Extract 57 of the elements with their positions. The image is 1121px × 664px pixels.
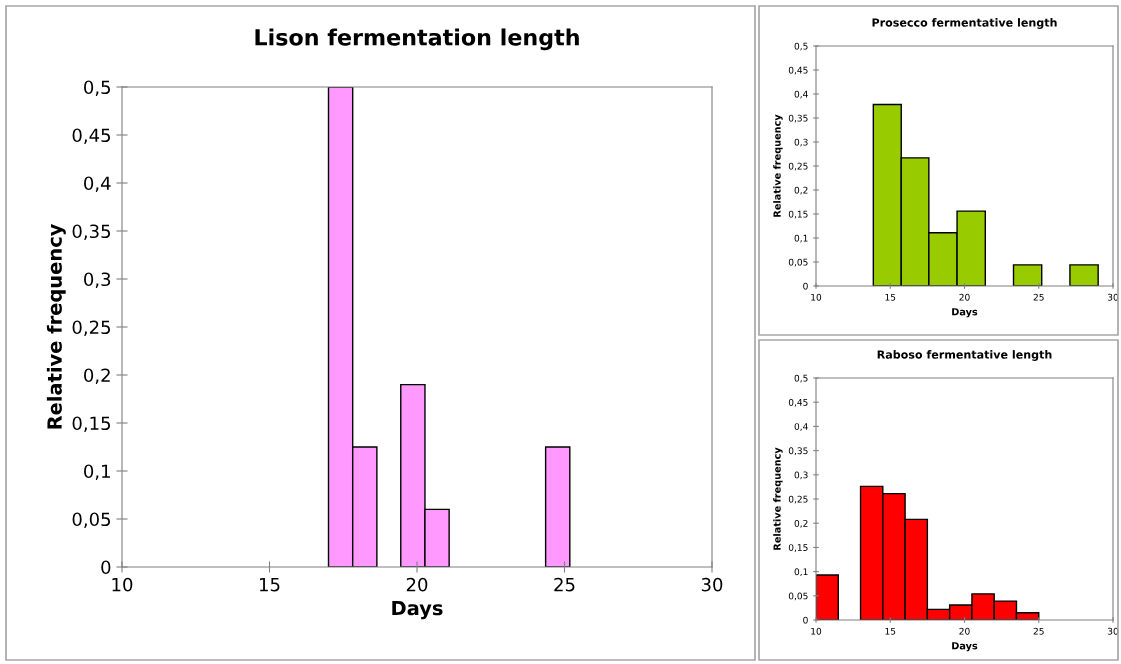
chart-title: Lison fermentation length bbox=[255, 28, 579, 51]
y-tick-label: 0,2 bbox=[84, 368, 110, 384]
y-tick-label: 0,25 bbox=[788, 162, 808, 171]
x-tick-label: 20 bbox=[406, 577, 428, 592]
x-tick-label: 20 bbox=[959, 627, 970, 635]
x-tick-label: 25 bbox=[554, 577, 575, 592]
x-tick-label: 30 bbox=[1107, 293, 1119, 301]
y-tick-label: 0,25 bbox=[72, 320, 111, 336]
y-tick-label: 0,1 bbox=[794, 568, 808, 577]
y-tick-label: 0,5 bbox=[84, 80, 111, 96]
x-tick-label: 25 bbox=[1033, 293, 1044, 301]
y-axis-title: Relative frequency bbox=[46, 223, 66, 429]
y-axis-title: Relative frequency bbox=[773, 447, 783, 550]
y-tick-label: 0,2 bbox=[794, 186, 808, 195]
y-tick-label: 0,35 bbox=[788, 447, 808, 456]
chart-title: Prosecco fermentative length bbox=[872, 18, 1057, 29]
x-tick-label: 10 bbox=[811, 627, 822, 635]
y-tick-label: 0,05 bbox=[788, 258, 808, 267]
y-tick-label: 0,3 bbox=[84, 272, 111, 288]
y-tick-label: 0,15 bbox=[788, 544, 808, 552]
y-tick-label: 0,4 bbox=[794, 90, 808, 99]
y-tick-label: 0,35 bbox=[788, 114, 808, 123]
x-tick-label: 30 bbox=[701, 577, 723, 592]
y-tick-label: 0 bbox=[803, 282, 808, 290]
x-tick-label: 30 bbox=[1107, 627, 1119, 635]
x-tick-label: 15 bbox=[885, 293, 896, 301]
y-axis-title: Relative frequency bbox=[773, 114, 783, 217]
x-tick-label: 10 bbox=[112, 577, 133, 592]
x-tick-label: 25 bbox=[1033, 627, 1044, 635]
y-tick-label: 0,15 bbox=[72, 416, 111, 432]
y-tick-label: 0,45 bbox=[788, 66, 808, 75]
y-tick-label: 0,2 bbox=[794, 519, 808, 528]
y-tick-label: 0,35 bbox=[72, 224, 111, 240]
x-axis-title: Days bbox=[952, 308, 978, 318]
y-tick-label: 0 bbox=[101, 560, 111, 575]
y-tick-label: 0,1 bbox=[794, 234, 808, 243]
y-tick-label: 0,5 bbox=[794, 42, 808, 51]
y-tick-label: 0,4 bbox=[84, 176, 111, 192]
y-tick-label: 0,3 bbox=[794, 138, 808, 147]
x-axis-title: Days bbox=[392, 600, 443, 620]
y-tick-label: 0,05 bbox=[788, 592, 808, 601]
y-tick-label: 0,15 bbox=[788, 210, 808, 219]
y-tick-label: 0,45 bbox=[72, 128, 111, 144]
y-tick-label: 0,4 bbox=[794, 423, 808, 431]
y-tick-label: 0,1 bbox=[84, 464, 110, 480]
x-tick-label: 15 bbox=[885, 627, 896, 635]
y-tick-label: 0,3 bbox=[794, 471, 808, 480]
x-tick-label: 20 bbox=[959, 293, 970, 301]
x-axis-title: Days bbox=[952, 642, 978, 652]
y-tick-label: 0,5 bbox=[794, 374, 808, 383]
y-tick-label: 0 bbox=[803, 616, 808, 624]
y-tick-label: 0,05 bbox=[72, 512, 111, 528]
x-tick-label: 10 bbox=[811, 293, 822, 301]
y-tick-label: 0,45 bbox=[788, 398, 808, 407]
chart-title: Raboso fermentative length bbox=[877, 350, 1052, 361]
y-tick-label: 0,25 bbox=[788, 495, 808, 504]
x-tick-label: 15 bbox=[260, 577, 280, 592]
